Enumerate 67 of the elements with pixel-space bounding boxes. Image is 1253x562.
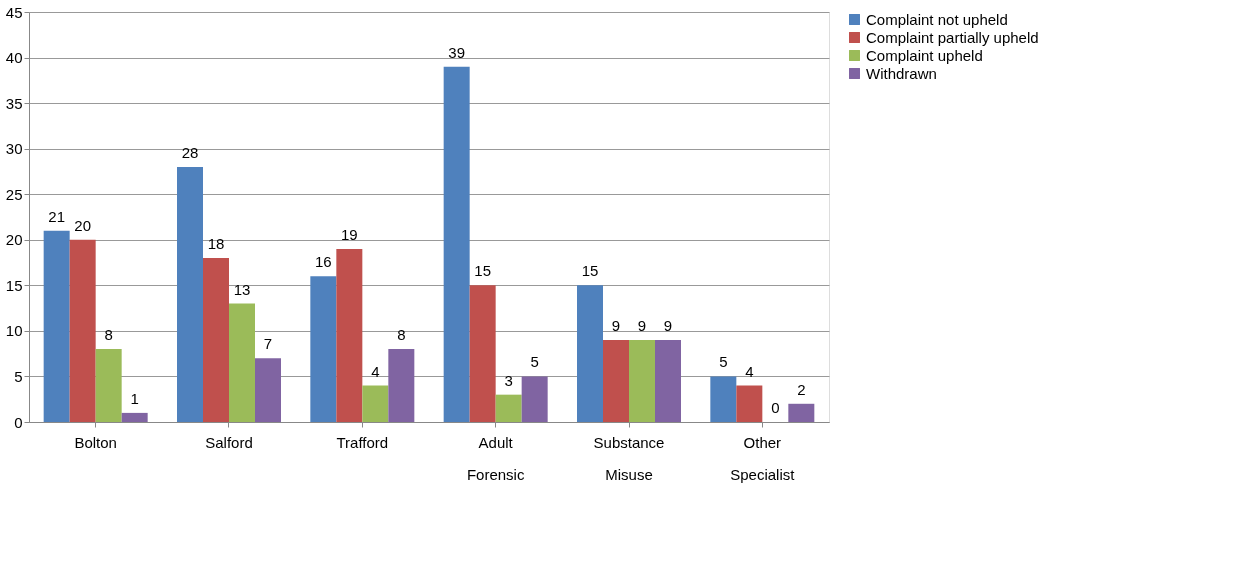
bar	[388, 349, 415, 422]
data-label: 5	[719, 353, 728, 371]
bar	[336, 248, 363, 422]
data-label: 3	[504, 371, 513, 389]
bar	[229, 303, 255, 422]
legend-label: Complaint upheld	[866, 46, 983, 64]
y-tick-label: 0	[14, 413, 23, 431]
y-tick-label: 15	[5, 276, 23, 294]
data-label: 0	[771, 399, 780, 416]
data-label: 16	[314, 253, 332, 271]
bar	[603, 340, 629, 422]
data-label: 5	[530, 353, 539, 371]
data-label: 20	[74, 216, 92, 234]
bar	[443, 66, 470, 422]
bar	[255, 358, 281, 422]
bar	[310, 276, 337, 422]
y-tick-label: 10	[5, 322, 23, 340]
legend-label: Complaint partially upheld	[866, 28, 1039, 46]
bar	[736, 385, 763, 422]
x-tick-label: Trafford	[336, 433, 389, 451]
bar	[95, 349, 122, 422]
legend-label: Withdrawn	[866, 64, 937, 82]
data-label: 39	[448, 43, 466, 61]
data-label: 28	[181, 143, 199, 161]
data-label: 15	[581, 262, 599, 280]
data-label: 18	[207, 235, 225, 252]
data-label: 8	[104, 326, 113, 344]
bar	[177, 166, 203, 422]
y-tick-label: 35	[5, 94, 23, 112]
y-tick-label: 25	[5, 185, 23, 203]
bar	[469, 285, 496, 422]
data-label: 15	[474, 262, 492, 280]
bar	[121, 412, 148, 422]
data-label: 2	[797, 380, 806, 398]
data-label: 4	[371, 362, 380, 380]
bar	[788, 403, 815, 422]
bar	[655, 340, 681, 422]
y-tick-label: 5	[14, 367, 23, 385]
x-tick-label: Other Specialist	[730, 433, 796, 483]
bar	[629, 340, 655, 422]
y-tick-label: 30	[5, 140, 23, 158]
bar	[43, 230, 70, 422]
data-label: 13	[233, 280, 251, 298]
data-label: 21	[48, 207, 66, 225]
y-tick-label: 45	[5, 3, 23, 21]
x-tick-label: Bolton	[74, 433, 117, 451]
data-label: 9	[611, 317, 621, 334]
data-label: 1	[130, 389, 139, 407]
x-tick-label: Adult Forensic	[466, 433, 525, 483]
data-label: 8	[397, 326, 406, 344]
data-label: 9	[637, 317, 647, 334]
y-tick-label: 40	[5, 49, 23, 67]
bar	[69, 239, 96, 422]
x-tick-label: Salford	[205, 433, 253, 451]
bar	[577, 285, 603, 422]
data-label: 4	[745, 362, 754, 380]
x-tick-label: Substance Misuse	[593, 433, 665, 483]
bar	[362, 385, 389, 422]
bar	[710, 376, 737, 422]
bar	[521, 376, 548, 422]
bar	[495, 394, 522, 422]
data-label: 19	[340, 225, 358, 243]
y-tick-label: 20	[5, 231, 23, 249]
data-label: 7	[263, 335, 273, 353]
data-label: 9	[663, 317, 673, 334]
bar	[203, 258, 229, 422]
legend-label: Complaint not upheld	[866, 10, 1008, 28]
